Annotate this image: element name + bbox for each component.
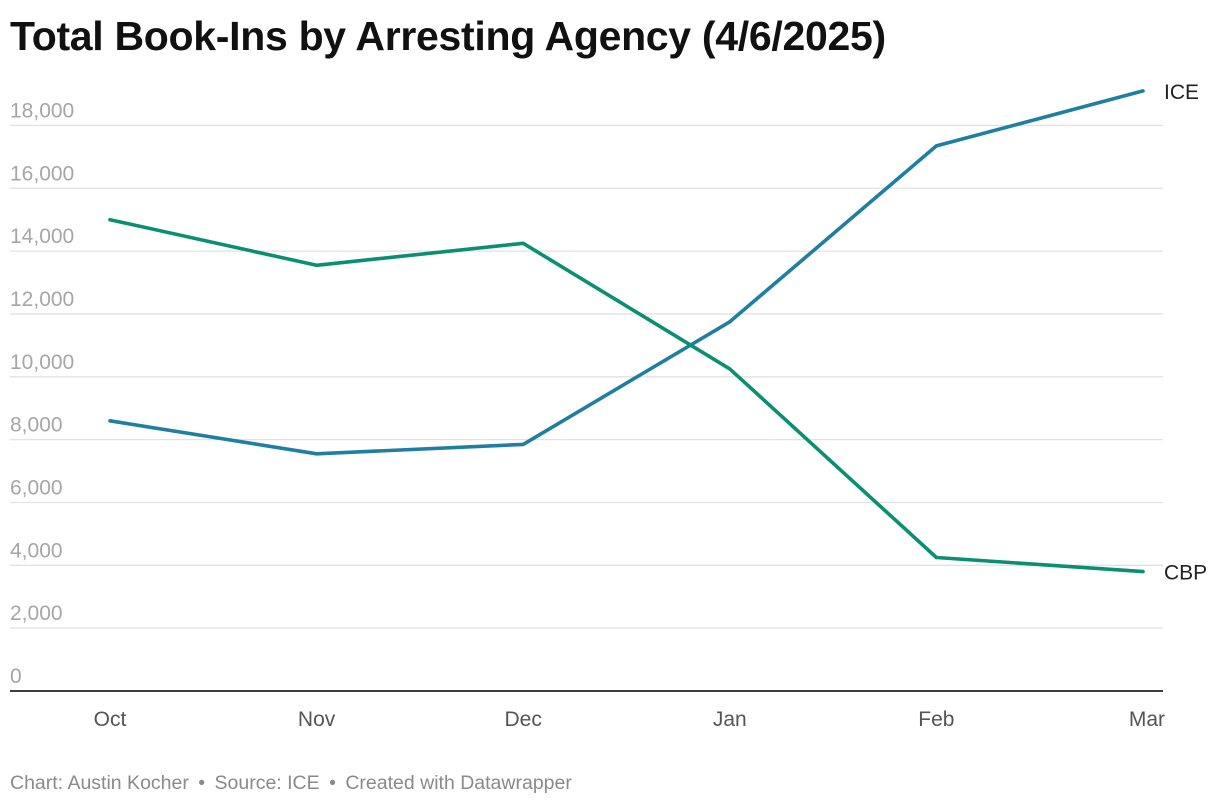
x-tick-label: Nov: [298, 708, 336, 731]
x-tick-label: Feb: [918, 708, 954, 731]
y-tick-label: 10,000: [10, 351, 74, 374]
footer-separator: •: [198, 772, 206, 794]
tool-credit-text: Created with Datawrapper: [345, 772, 572, 794]
y-tick-label: 0: [10, 665, 22, 688]
x-tick-label: Mar: [1129, 708, 1165, 731]
y-tick-label: 2,000: [10, 602, 63, 625]
y-tick-label: 4,000: [10, 539, 63, 562]
x-axis-tick-labels: Oct Nov Dec Jan Feb Mar: [94, 708, 1165, 731]
source-text: Source: ICE: [214, 772, 320, 794]
y-tick-label: 8,000: [10, 414, 63, 437]
y-tick-label: 18,000: [10, 99, 74, 122]
series-lines: [108, 89, 1145, 574]
x-tick-label: Dec: [505, 708, 542, 731]
gridlines: [10, 124, 1163, 629]
series-line-cbp: [108, 217, 1145, 574]
y-axis-tick-labels: 0 2,000 4,000 6,000 8,000 10,000 12,000 14,000 1…: [10, 99, 74, 688]
series-label-ice: ICE: [1164, 81, 1199, 104]
footer-separator: •: [329, 772, 336, 794]
y-tick-label: 14,000: [10, 225, 74, 248]
y-tick-label: 12,000: [10, 288, 74, 311]
series-line-ice: [108, 89, 1145, 456]
series-end-labels: ICE CBP: [1164, 81, 1207, 585]
series-label-cbp: CBP: [1164, 562, 1207, 585]
x-tick-label: Oct: [94, 708, 127, 731]
chart-title: Total Book-Ins by Arresting Agency (4/6/…: [10, 13, 886, 59]
chart-footer: Chart: Austin Kocher • Source: ICE • Cre…: [10, 772, 572, 795]
y-tick-label: 16,000: [10, 162, 74, 185]
credit-text: Chart: Austin Kocher: [10, 772, 189, 794]
y-tick-label: 6,000: [10, 476, 63, 499]
x-tick-label: Jan: [713, 708, 747, 731]
